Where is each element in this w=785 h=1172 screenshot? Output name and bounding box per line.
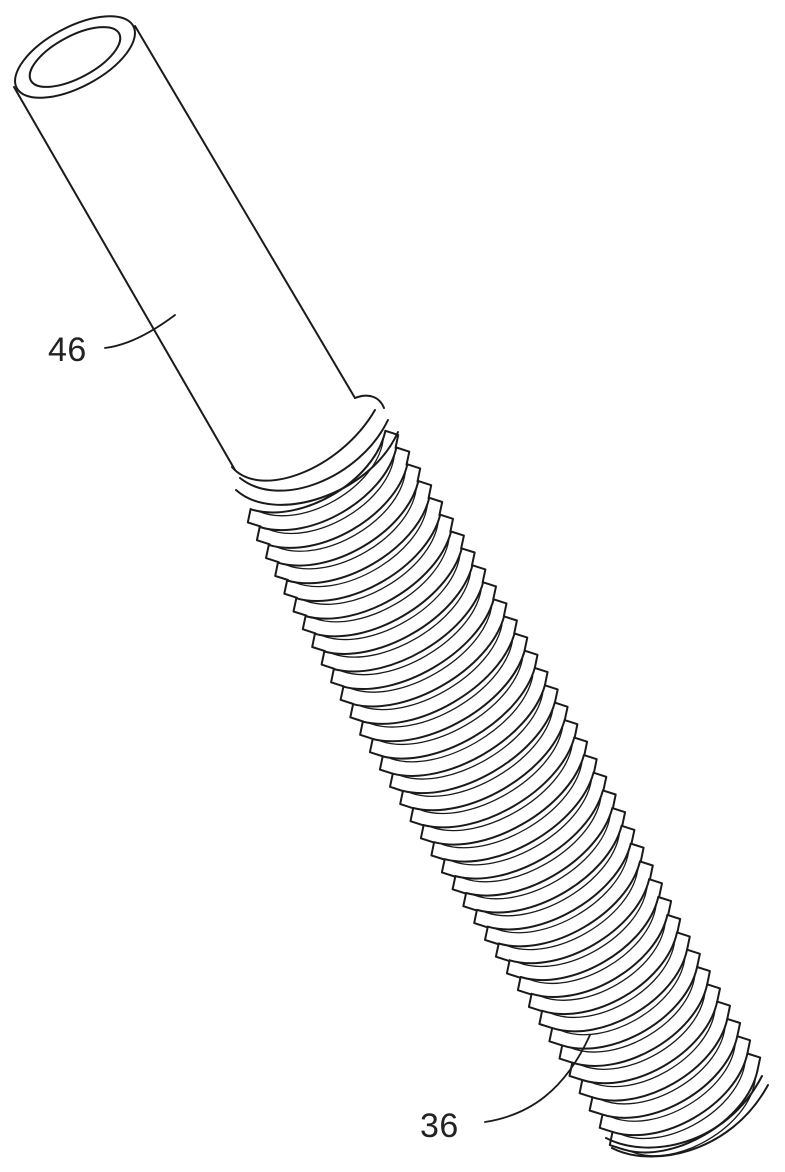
reference-label-36: 36 (420, 1109, 459, 1143)
thread-ring (562, 967, 697, 1049)
thread-tooth-right (737, 1036, 750, 1053)
thread-tooth-right (515, 634, 528, 651)
thread-tooth-right (535, 668, 548, 685)
thread-ring (552, 950, 687, 1032)
thread-tooth-right (494, 599, 507, 616)
thread-tooth-right (649, 879, 662, 896)
thread-tooth-right (584, 755, 597, 772)
thread-tooth-right (631, 844, 644, 861)
leader-line-46 (105, 315, 175, 348)
thread-ring (572, 984, 707, 1066)
thread-tooth-right (418, 481, 431, 498)
thread-ring (603, 1036, 738, 1118)
thread-tooth-right (727, 1019, 740, 1036)
thread-tooth-right (407, 464, 420, 481)
thread-flank (507, 870, 638, 950)
thread-tooth-right (612, 808, 625, 825)
thread-ring (582, 1002, 717, 1084)
thread-tooth-right (677, 932, 690, 949)
thread-tooth-right (504, 616, 517, 633)
thread-flank (518, 887, 647, 966)
thread-tooth-right (462, 548, 475, 565)
thread-tooth-right (697, 967, 710, 984)
threaded-body (248, 431, 760, 1156)
tube (3, 0, 355, 470)
thread-ring (251, 431, 386, 513)
thread-tooth-right (574, 738, 587, 755)
thread-ring (510, 879, 650, 963)
thread-tooth-right (622, 826, 635, 843)
thread-tooth-right (594, 773, 607, 790)
thread-ring (306, 532, 452, 619)
thread-ring (542, 932, 677, 1014)
thread-ring (477, 826, 622, 913)
thread-flank (295, 506, 427, 587)
thread-tooth-right (451, 532, 464, 549)
thread-tooth-right (658, 897, 671, 914)
thread-tooth-right (483, 582, 496, 599)
thread-tooth-right (440, 515, 453, 532)
thread-tooth-right (667, 915, 680, 932)
thread-tooth-right (545, 685, 558, 702)
tube-top-outer-rim (3, 0, 148, 114)
tube-left-edge (14, 87, 235, 470)
tube-right-edge (135, 26, 355, 398)
tube-top-inner-bore (21, 15, 129, 99)
reference-label-46: 46 (48, 333, 87, 367)
thread-tooth-right (747, 1054, 760, 1071)
thread-ring (592, 1019, 727, 1101)
thread-tooth-right (603, 790, 616, 807)
thread-tooth-right (640, 861, 653, 878)
thread-tooth-right (525, 651, 538, 668)
thread-tooth-right (707, 984, 720, 1001)
thread-tooth-right (396, 448, 409, 465)
thread-ring (613, 1054, 748, 1136)
thread-tooth-right (565, 720, 578, 737)
thread-tooth-right (429, 498, 442, 515)
thread-tooth-right (473, 565, 486, 582)
thread-tooth-right (687, 950, 700, 967)
thread-flank (305, 523, 439, 604)
thread-tooth-right (555, 703, 568, 720)
thread-tooth-right (717, 1002, 730, 1019)
